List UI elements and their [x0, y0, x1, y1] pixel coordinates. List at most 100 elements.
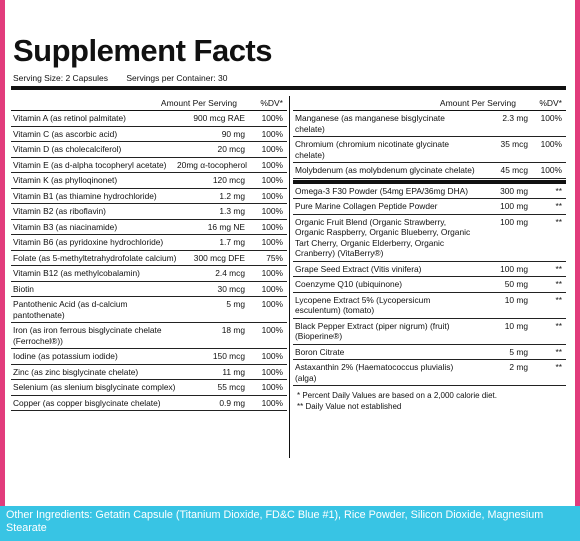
nutrient-amount: 300 mg: [500, 185, 528, 196]
table-row: Pantothenic Acid (as d-calcium pantothen…: [11, 297, 287, 323]
table-row: Vitamin B3 (as niacinamide) 16 mg NE 100%: [11, 220, 287, 235]
other-ingredients: Other Ingredients: Getatin Capsule (Tita…: [0, 506, 580, 541]
nutrient-dv: 100%: [261, 221, 283, 232]
table-row: Organic Fruit Blend (Organic Strawberry,…: [293, 215, 566, 262]
table-row: Vitamin A (as retinol palmitate) 900 mcg …: [11, 111, 287, 127]
left-pink-stripe: [0, 0, 5, 506]
nutrient-name: Vitamin D (as cholecalciferol): [13, 144, 122, 154]
nutrient-name: Vitamin B2 (as riboflavin): [13, 206, 106, 216]
nutrient-dv: 100%: [261, 175, 283, 185]
left-header: Amount Per Serving %DV*: [11, 96, 287, 111]
nutrient-amount: 5 mg: [509, 346, 528, 357]
nutrient-amount: 20mg α-tocopherol: [177, 159, 248, 170]
serving-info: Serving Size: 2 Capsules Servings per Co…: [13, 73, 243, 83]
nutrient-name: Pure Marine Collagen Peptide Powder: [295, 201, 438, 211]
nutrient-amount: 2.4 mcg: [215, 268, 245, 278]
nutrient-name: Zinc (as zinc bisglycinate chelate): [13, 366, 139, 377]
table-row: Vitamin B6 (as pyridoxine hydrochloride)…: [11, 235, 287, 251]
nutrient-dv: 100%: [261, 268, 283, 278]
footnote-dv: * Percent Daily Values are based on a 2,…: [297, 391, 497, 400]
table-row: Boron Citrate 5 mg **: [293, 345, 566, 360]
table-row: Molybdenum (as molybdenum glycinate chel…: [293, 163, 566, 179]
supplement-facts-panel: Supplement Facts Serving Size: 2 Capsule…: [7, 0, 573, 506]
nutrient-amount: 100 mg: [500, 216, 528, 227]
nutrient-name: Selenium (as slenium bisglycinate comple…: [13, 382, 176, 392]
table-row: Black Pepper Extract (piper nigrum) (fru…: [293, 319, 566, 345]
nutrient-amount: 90 mg: [221, 128, 245, 139]
nutrient-name: Vitamin C (as ascorbic acid): [13, 128, 118, 139]
nutrient-amount: 2.3 mg: [502, 113, 528, 123]
table-row: Chromium (chromium nicotinate glycinate …: [293, 137, 566, 163]
footnote-not-established: ** Daily Value not established: [297, 402, 402, 411]
nutrient-dv: 100%: [261, 299, 283, 309]
nutrient-dv: **: [555, 362, 562, 372]
dv-header: %DV*: [539, 98, 562, 108]
table-row: Zinc (as zinc bisglycinate chelate) 11 mg…: [11, 365, 287, 380]
table-row: Copper (as copper bisglycinate chelate) 0…: [11, 396, 287, 411]
nutrient-dv: 100%: [261, 159, 283, 170]
nutrient-amount: 120 mcg: [212, 175, 245, 185]
nutrient-amount: 1.7 mg: [219, 237, 245, 247]
serving-size: Serving Size: 2 Capsules: [13, 73, 108, 83]
nutrient-name: Coenzyme Q10 (ubiquinone): [295, 279, 403, 289]
nutrient-amount: 10 mg: [504, 320, 528, 331]
nutrient-amount: 100 mg: [500, 201, 528, 211]
nutrient-name: Grape Seed Extract (Vitis vinifera): [295, 263, 422, 274]
nutrient-amount: 150 mcg: [212, 351, 245, 361]
table-row: Vitamin K (as phylloqinonet) 120 mcg 100%: [11, 173, 287, 189]
table-row: Vitamin E (as d-alpha tocopheryl acetate…: [11, 158, 287, 173]
nutrient-dv: **: [555, 279, 562, 289]
table-row: Astaxanthin 2% (Haematococcus pluvialis)…: [293, 360, 566, 386]
nutrient-name: Vitamin B1 (as thiamine hydrochloride): [13, 190, 157, 201]
nutrient-dv: 100%: [261, 206, 283, 216]
nutrient-dv: 100%: [261, 283, 283, 294]
nutrient-dv: 100%: [540, 113, 562, 123]
nutrient-amount: 30 mcg: [217, 283, 245, 294]
nutrient-dv: 100%: [261, 190, 283, 201]
nutrient-dv: 100%: [261, 144, 283, 154]
section-divider: [293, 179, 566, 184]
right-header: Amount Per Serving %DV*: [293, 96, 566, 111]
nutrient-dv: 100%: [261, 113, 283, 123]
left-column: Amount Per Serving %DV* Vitamin A (as re…: [11, 96, 287, 411]
nutrient-dv: 100%: [540, 165, 562, 175]
nutrient-amount: 45 mcg: [500, 165, 528, 175]
nutrient-amount: 2 mg: [509, 362, 528, 372]
right-column: Amount Per Serving %DV* Manganese (as ma…: [293, 96, 566, 412]
servings-per-container: Servings per Container: 30: [126, 73, 228, 83]
nutrient-name: Vitamin A (as retinol palmitate): [13, 113, 126, 123]
nutrient-name: Folate (as 5-methyltetrahydrofolate calc…: [13, 252, 177, 263]
table-row: Omega-3 F30 Powder (54mg EPA/36mg DHA) 30…: [293, 184, 566, 199]
table-row: Vitamin B1 (as thiamine hydrochloride) 1.…: [11, 189, 287, 204]
nutrient-amount: 300 mcg DFE: [193, 252, 245, 263]
nutrient-dv: 100%: [261, 325, 283, 335]
nutrient-name: Organic Fruit Blend (Organic Strawberry,…: [295, 216, 471, 259]
nutrient-dv: **: [555, 201, 562, 211]
nutrient-amount: 11 mg: [222, 366, 245, 377]
nutrient-name: Vitamin E (as d-alpha tocopheryl acetate…: [13, 159, 167, 170]
amount-header: Amount Per Serving: [160, 98, 237, 108]
right-rows-bottom: Omega-3 F30 Powder (54mg EPA/36mg DHA) 30…: [293, 184, 566, 386]
table-row: Vitamin C (as ascorbic acid) 90 mg 100%: [11, 127, 287, 142]
top-divider: [11, 86, 566, 90]
nutrient-dv: 75%: [266, 252, 283, 263]
table-row: Grape Seed Extract (Vitis vinifera) 100 m…: [293, 262, 566, 277]
nutrient-name: Iron (as iron ferrous bisglycinate chela…: [13, 325, 162, 346]
nutrient-amount: 55 mcg: [217, 382, 245, 392]
left-rows: Vitamin A (as retinol palmitate) 900 mcg …: [11, 111, 287, 411]
amount-header: Amount Per Serving: [439, 98, 516, 108]
nutrient-dv: 100%: [540, 139, 562, 149]
nutrient-name: Vitamin B3 (as niacinamide): [13, 221, 118, 232]
nutrient-name: Pantothenic Acid (as d-calcium pantothen…: [13, 299, 128, 320]
nutrient-amount: 0.9 mg: [219, 397, 245, 408]
nutrient-name: Chromium (chromium nicotinate glycinate …: [295, 139, 450, 160]
nutrient-dv: 100%: [261, 351, 283, 361]
nutrient-dv: 100%: [261, 237, 283, 247]
table-row: Manganese (as manganese bisglycinate che…: [293, 111, 566, 137]
nutrient-name: Vitamin K (as phylloqinonet): [13, 175, 118, 185]
table-row: Coenzyme Q10 (ubiquinone) 50 mg **: [293, 277, 566, 293]
nutrient-amount: 900 mcg RAE: [193, 113, 245, 123]
nutrient-dv: **: [555, 185, 562, 196]
nutrient-amount: 1.3 mg: [219, 206, 245, 216]
nutrient-dv: **: [555, 216, 562, 227]
